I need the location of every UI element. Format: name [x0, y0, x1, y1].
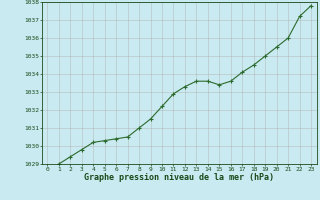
X-axis label: Graphe pression niveau de la mer (hPa): Graphe pression niveau de la mer (hPa) — [84, 173, 274, 182]
